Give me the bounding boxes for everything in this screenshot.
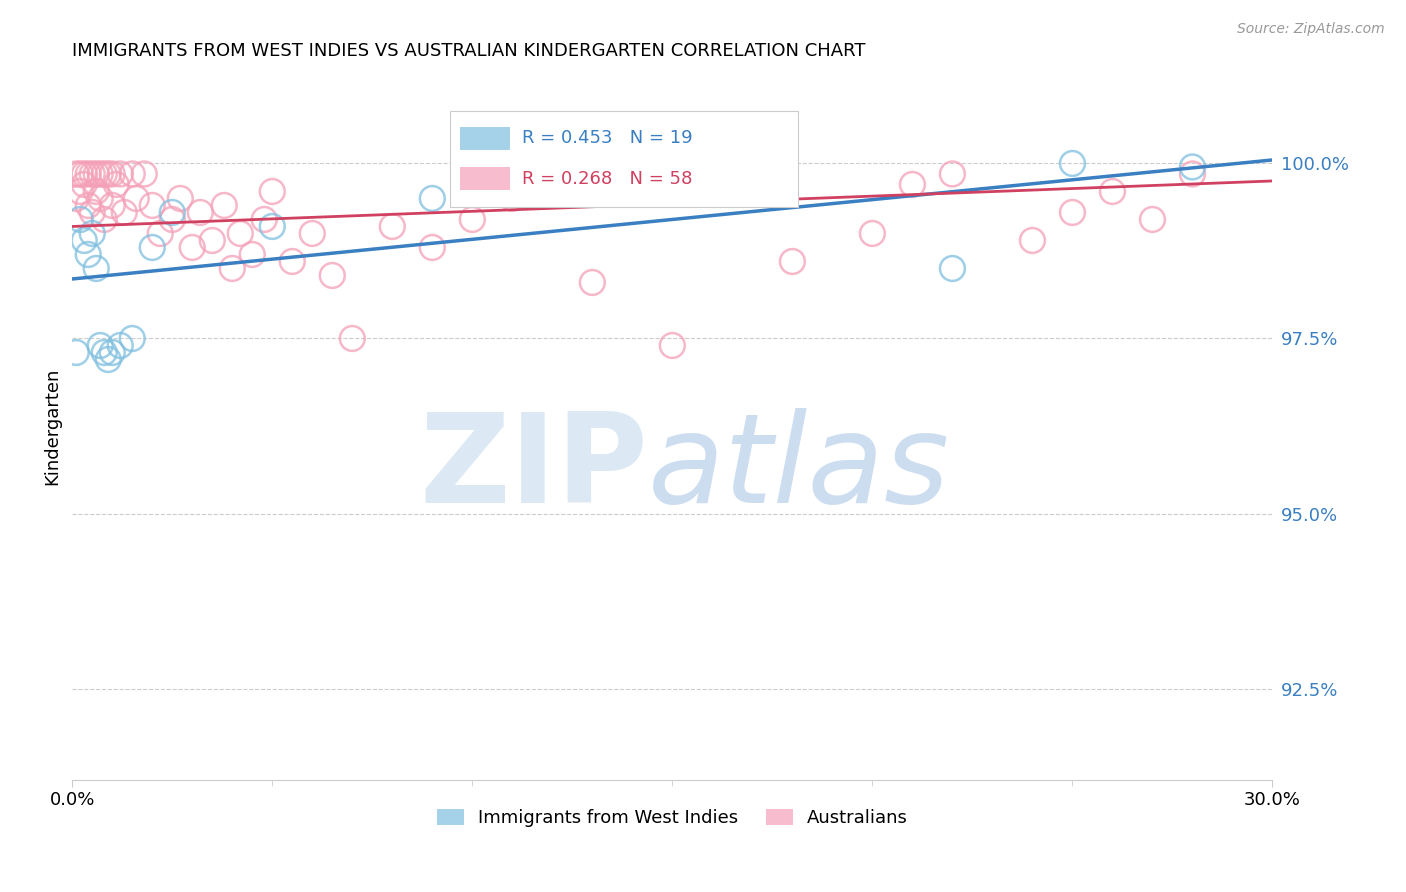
- Point: [661, 338, 683, 352]
- Point: [501, 191, 523, 205]
- Point: [1101, 185, 1123, 199]
- Point: [262, 219, 284, 234]
- Point: [141, 240, 163, 254]
- Point: [782, 254, 804, 268]
- Point: [77, 247, 100, 261]
- Point: [77, 198, 100, 212]
- Point: [461, 212, 484, 227]
- Point: [73, 178, 96, 192]
- Point: [141, 198, 163, 212]
- Point: [125, 191, 148, 205]
- Point: [240, 247, 263, 261]
- Point: [321, 268, 343, 283]
- Text: Source: ZipAtlas.com: Source: ZipAtlas.com: [1237, 22, 1385, 37]
- Point: [420, 191, 443, 205]
- Point: [101, 167, 124, 181]
- Point: [1181, 167, 1204, 181]
- Point: [229, 227, 252, 241]
- Point: [201, 234, 224, 248]
- Point: [97, 352, 120, 367]
- Point: [65, 167, 87, 181]
- Point: [69, 212, 91, 227]
- Point: [1142, 212, 1164, 227]
- Point: [82, 227, 104, 241]
- Point: [702, 170, 724, 185]
- Point: [860, 227, 883, 241]
- Text: IMMIGRANTS FROM WEST INDIES VS AUSTRALIAN KINDERGARTEN CORRELATION CHART: IMMIGRANTS FROM WEST INDIES VS AUSTRALIA…: [72, 42, 866, 60]
- Point: [149, 227, 172, 241]
- Point: [162, 212, 184, 227]
- Point: [73, 167, 96, 181]
- FancyBboxPatch shape: [460, 167, 510, 190]
- Text: atlas: atlas: [648, 408, 950, 529]
- Point: [101, 198, 124, 212]
- Point: [301, 227, 323, 241]
- Point: [214, 198, 236, 212]
- Point: [93, 345, 115, 359]
- FancyBboxPatch shape: [460, 127, 510, 150]
- Point: [69, 167, 91, 181]
- Point: [281, 254, 304, 268]
- Text: R = 0.453   N = 19: R = 0.453 N = 19: [522, 129, 693, 147]
- Point: [420, 240, 443, 254]
- Point: [93, 212, 115, 227]
- Point: [110, 338, 132, 352]
- Point: [97, 167, 120, 181]
- Point: [69, 185, 91, 199]
- Point: [169, 191, 191, 205]
- Point: [221, 261, 243, 276]
- Point: [82, 167, 104, 181]
- Point: [253, 212, 276, 227]
- Point: [82, 205, 104, 219]
- Point: [112, 205, 135, 219]
- Point: [1062, 156, 1084, 170]
- Point: [1021, 234, 1043, 248]
- Point: [188, 205, 211, 219]
- Point: [581, 276, 603, 290]
- Point: [101, 345, 124, 359]
- FancyBboxPatch shape: [450, 112, 799, 207]
- Point: [1062, 205, 1084, 219]
- Point: [77, 167, 100, 181]
- Point: [1181, 160, 1204, 174]
- Text: ZIP: ZIP: [419, 408, 648, 529]
- Point: [89, 191, 111, 205]
- Y-axis label: Kindergarten: Kindergarten: [44, 368, 60, 484]
- Text: R = 0.268   N = 58: R = 0.268 N = 58: [522, 169, 693, 187]
- Point: [105, 178, 128, 192]
- Point: [89, 167, 111, 181]
- Point: [65, 345, 87, 359]
- Point: [121, 331, 143, 345]
- Point: [941, 261, 963, 276]
- Point: [162, 205, 184, 219]
- Point: [381, 219, 404, 234]
- Legend: Immigrants from West Indies, Australians: Immigrants from West Indies, Australians: [430, 802, 915, 834]
- Point: [134, 167, 156, 181]
- Point: [941, 167, 963, 181]
- Point: [121, 167, 143, 181]
- Point: [93, 167, 115, 181]
- Point: [901, 178, 924, 192]
- Point: [181, 240, 204, 254]
- Point: [84, 185, 107, 199]
- Point: [73, 234, 96, 248]
- Point: [262, 185, 284, 199]
- Point: [65, 191, 87, 205]
- Point: [84, 167, 107, 181]
- Point: [89, 338, 111, 352]
- Point: [110, 167, 132, 181]
- Point: [84, 261, 107, 276]
- Point: [342, 331, 364, 345]
